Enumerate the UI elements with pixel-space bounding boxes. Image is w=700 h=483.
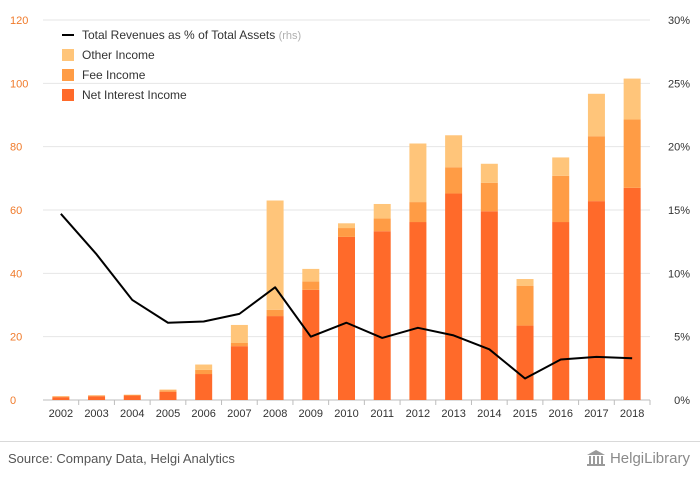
bar-segment bbox=[480, 211, 498, 400]
y-left-tick-label: 0 bbox=[10, 395, 16, 407]
legend-swatch bbox=[62, 49, 74, 61]
x-tick-label: 2003 bbox=[84, 408, 108, 420]
y-left-tick-label: 80 bbox=[10, 142, 22, 154]
bar-segment bbox=[445, 135, 463, 168]
x-tick-label: 2008 bbox=[263, 408, 287, 420]
x-tick-label: 2017 bbox=[584, 408, 608, 420]
legend-rhs-suffix: (rhs) bbox=[279, 30, 302, 42]
bar-segment bbox=[552, 175, 570, 223]
bar-segment bbox=[52, 397, 70, 400]
source-note: Source: Company Data, Helgi Analytics bbox=[8, 451, 235, 466]
x-tick-label: 2011 bbox=[370, 408, 394, 420]
legend-label: Other Income bbox=[82, 48, 155, 62]
bar-segment bbox=[409, 202, 427, 223]
x-tick-label: 2005 bbox=[156, 408, 180, 420]
logo-text: HelgiLibrary bbox=[609, 449, 690, 467]
bar-segment bbox=[302, 289, 320, 400]
revenue-ratio-line bbox=[60, 213, 633, 380]
bar-segment bbox=[587, 136, 605, 202]
x-tick-label: 2010 bbox=[334, 408, 358, 420]
bar-segment bbox=[516, 325, 534, 400]
bar-segment bbox=[159, 389, 177, 391]
bar-segment bbox=[302, 281, 320, 290]
bar-segment bbox=[373, 218, 391, 232]
bar-segment bbox=[445, 193, 463, 400]
bar-segment bbox=[88, 395, 106, 397]
x-tick-label: 2009 bbox=[299, 408, 323, 420]
bar-segment bbox=[230, 343, 248, 347]
bar-segment bbox=[230, 346, 248, 400]
bar-segment bbox=[623, 187, 641, 400]
bar-segment bbox=[123, 394, 141, 396]
bar-segment bbox=[587, 201, 605, 400]
bar-segment bbox=[195, 374, 213, 400]
legend-swatch bbox=[62, 69, 74, 81]
bar-segment bbox=[409, 143, 427, 203]
bar-segment bbox=[88, 396, 106, 400]
y-left-tick-label: 40 bbox=[10, 268, 22, 280]
y-right-tick-label: 5% bbox=[674, 332, 690, 344]
bar-segment bbox=[552, 157, 570, 176]
x-tick-label: 2015 bbox=[513, 408, 537, 420]
bar-segment bbox=[480, 182, 498, 212]
bar-segment bbox=[159, 391, 177, 400]
bar-segment bbox=[587, 93, 605, 137]
legend-label: Net Interest Income bbox=[82, 88, 187, 102]
bar-segment bbox=[623, 119, 641, 188]
bar-segment bbox=[266, 200, 284, 310]
bar-segment bbox=[123, 395, 141, 400]
y-right-tick-label: 0% bbox=[674, 395, 690, 407]
bar-segment bbox=[195, 369, 213, 375]
bar-segment bbox=[552, 222, 570, 400]
x-tick-label: 2013 bbox=[441, 408, 465, 420]
bar-segment bbox=[266, 316, 284, 400]
bar-segment bbox=[480, 163, 498, 183]
bar-segment bbox=[338, 236, 355, 400]
bar-segment bbox=[302, 268, 320, 282]
x-tick-label: 2006 bbox=[191, 408, 215, 420]
bar-segment bbox=[159, 390, 177, 392]
x-tick-label: 2012 bbox=[406, 408, 430, 420]
bar-segment bbox=[445, 167, 463, 194]
y-left-tick-label: 20 bbox=[10, 332, 22, 344]
helgi-library-logo: HelgiLibrary bbox=[586, 449, 690, 467]
bar-segment bbox=[373, 203, 391, 219]
bar-segment bbox=[516, 285, 534, 326]
bar-segment bbox=[409, 222, 427, 400]
bar-segment bbox=[338, 223, 355, 229]
y-left-tick-label: 120 bbox=[10, 15, 28, 27]
bar-segment bbox=[623, 78, 641, 120]
x-tick-label: 2002 bbox=[49, 408, 73, 420]
y-right-tick-label: 30% bbox=[668, 15, 690, 27]
legend-swatch bbox=[62, 89, 74, 101]
y-right-tick-label: 10% bbox=[668, 268, 690, 280]
bar-segment bbox=[516, 279, 534, 286]
bar-segment bbox=[266, 309, 284, 317]
legend-label: Total Revenues as % of Total Assets (rhs… bbox=[82, 28, 301, 42]
x-tick-label: 2014 bbox=[477, 408, 501, 420]
x-tick-label: 2007 bbox=[227, 408, 251, 420]
y-left-tick-label: 100 bbox=[10, 78, 28, 90]
x-tick-label: 2004 bbox=[120, 408, 144, 420]
bar-segment bbox=[195, 364, 213, 370]
x-tick-label: 2018 bbox=[620, 408, 644, 420]
revenue-chart: 0 20 40 60 80 100 120 0% 5% 10% 15% 20% 25% 30% 2002 20… bbox=[10, 15, 690, 420]
bar-segment bbox=[338, 228, 355, 237]
x-tick-label: 2016 bbox=[548, 408, 572, 420]
y-right-tick-label: 25% bbox=[668, 78, 690, 90]
y-right-tick-label: 20% bbox=[668, 142, 690, 154]
bar-segment bbox=[373, 231, 391, 400]
y-left-tick-label: 60 bbox=[10, 205, 22, 217]
footer-divider bbox=[0, 441, 700, 442]
legend-label: Fee Income bbox=[82, 68, 146, 82]
bar-segment bbox=[230, 324, 248, 343]
y-right-tick-label: 15% bbox=[668, 205, 690, 217]
library-icon bbox=[586, 450, 605, 466]
bar-segment bbox=[52, 396, 70, 398]
